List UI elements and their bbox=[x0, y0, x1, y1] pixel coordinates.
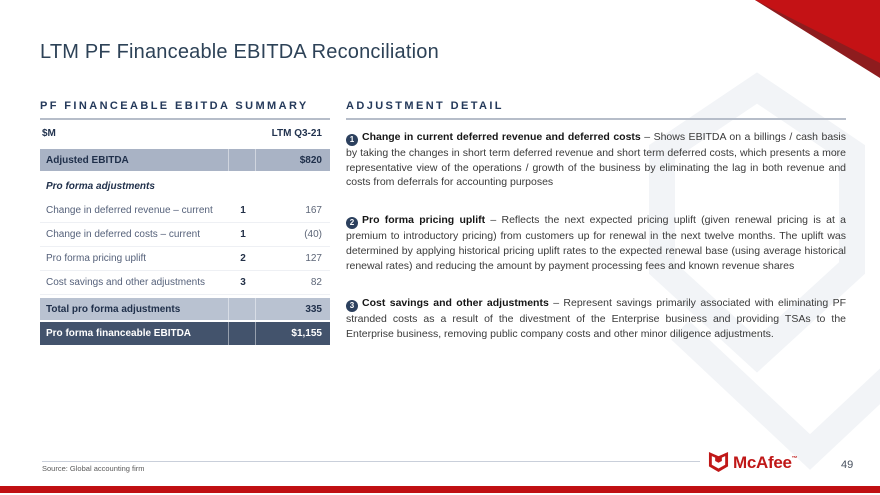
row-value: $820 bbox=[299, 154, 322, 166]
footer-divider bbox=[42, 461, 700, 462]
row-label: Change in deferred revenue – current bbox=[46, 205, 213, 216]
row-label: Pro forma pricing uplift bbox=[46, 253, 147, 264]
row-value: (40) bbox=[304, 229, 322, 240]
row-label: Pro forma adjustments bbox=[46, 180, 155, 192]
bottom-red-bar bbox=[0, 486, 880, 493]
page-number: 49 bbox=[841, 459, 854, 471]
row-ref bbox=[228, 322, 256, 345]
mcafee-shield-icon bbox=[708, 452, 729, 473]
adjustment-title: Cost savings and other adjustments bbox=[362, 297, 549, 310]
summary-section: PF FINANCEABLE EBITDA SUMMARY $M LTM Q3-… bbox=[40, 100, 330, 345]
row-value: 127 bbox=[305, 253, 322, 264]
row-ref: 2 bbox=[240, 253, 246, 264]
row-label: Pro forma financeable EBITDA bbox=[46, 328, 192, 339]
table-row: Change in deferred revenue – current 1 1… bbox=[40, 199, 330, 223]
row-value: 82 bbox=[310, 277, 322, 288]
numbered-circle-icon: 1 bbox=[346, 134, 358, 147]
row-label: Cost savings and other adjustments bbox=[46, 277, 205, 288]
table-row: Change in deferred costs – current 1 (40… bbox=[40, 223, 330, 247]
brand-wordmark: McAfee™ bbox=[733, 452, 798, 472]
adjustment-item: 3 Cost savings and other adjustments – Re… bbox=[346, 296, 846, 341]
adjustment-list: 1 Change in current deferred revenue and … bbox=[346, 130, 846, 342]
table-row: Pro forma pricing uplift 2 127 bbox=[40, 247, 330, 271]
summary-heading: PF FINANCEABLE EBITDA SUMMARY bbox=[40, 100, 330, 120]
table-row: Adjusted EBITDA $820 bbox=[40, 149, 330, 171]
adjustment-title: Pro forma pricing uplift bbox=[362, 214, 486, 227]
table-row: Pro forma financeable EBITDA $1,155 bbox=[40, 322, 330, 345]
row-label: Change in deferred costs – current bbox=[46, 229, 200, 240]
table-row: Total pro forma adjustments 335 bbox=[40, 298, 330, 320]
adjustment-item: 1 Change in current deferred revenue and … bbox=[346, 130, 846, 190]
row-ref: 1 bbox=[240, 205, 246, 216]
numbered-circle-icon: 2 bbox=[346, 217, 358, 230]
period-header: LTM Q3-21 bbox=[271, 128, 322, 139]
source-note: Source: Global accounting firm bbox=[42, 464, 145, 473]
table-header-row: $M LTM Q3-21 bbox=[40, 120, 330, 147]
adjustment-heading: ADJUSTMENT DETAIL bbox=[346, 100, 846, 120]
page-title: LTM PF Financeable EBITDA Reconciliation bbox=[40, 41, 439, 64]
row-ref bbox=[228, 149, 256, 171]
unit-header: $M bbox=[42, 128, 56, 139]
numbered-circle-icon: 3 bbox=[346, 300, 358, 313]
adjustment-section: ADJUSTMENT DETAIL 1 Change in current def… bbox=[346, 100, 846, 342]
row-label: Total pro forma adjustments bbox=[46, 303, 181, 315]
row-ref: 1 bbox=[240, 229, 246, 240]
row-label: Adjusted EBITDA bbox=[46, 154, 129, 166]
row-value: 167 bbox=[305, 205, 322, 216]
adjustment-item: 2 Pro forma pricing uplift – Reflects the… bbox=[346, 213, 846, 273]
mcafee-logo: McAfee™ bbox=[708, 451, 798, 474]
table-row: Cost savings and other adjustments 3 82 bbox=[40, 271, 330, 295]
adjustment-title: Change in current deferred revenue and d… bbox=[362, 131, 641, 143]
row-ref bbox=[228, 298, 256, 320]
row-value: $1,155 bbox=[291, 328, 322, 339]
trademark-symbol: ™ bbox=[791, 455, 798, 462]
row-value: 335 bbox=[305, 303, 322, 315]
table-row: Pro forma adjustments bbox=[40, 173, 330, 199]
row-ref: 3 bbox=[240, 277, 246, 288]
